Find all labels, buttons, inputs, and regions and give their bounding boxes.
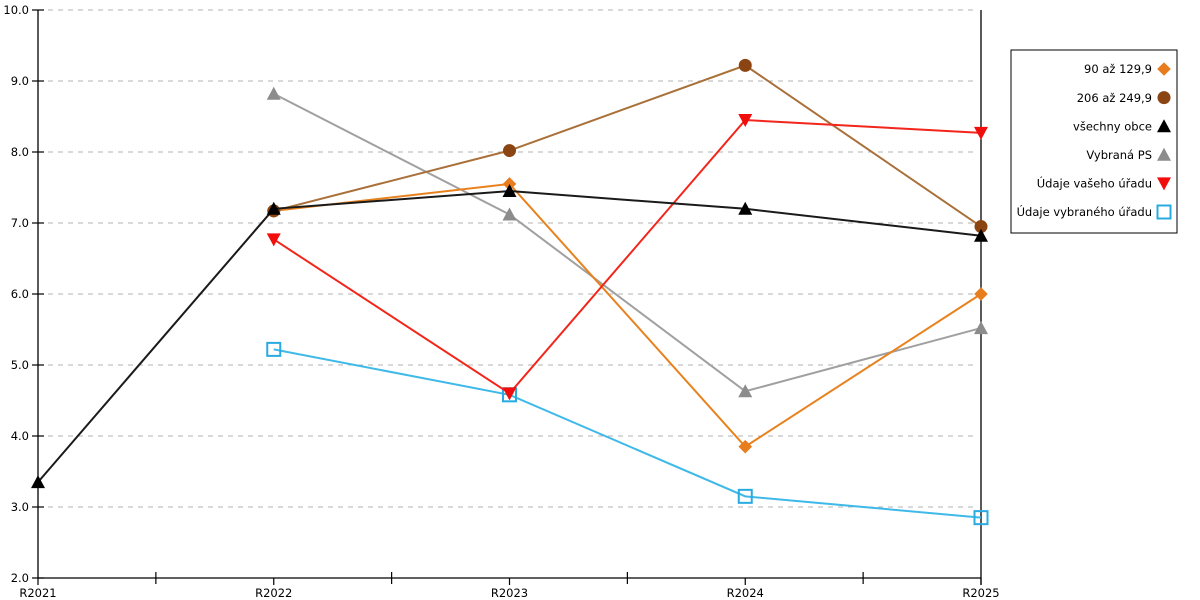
legend-item-daje-vybran-ho-adu: Údaje vybraného úřadu <box>1017 204 1172 220</box>
series-marker-90-a-129-9 <box>502 177 517 191</box>
legend-item-v-echny-obce: všechny obce <box>1073 119 1171 133</box>
series-marker-v-echny-obce <box>502 184 517 198</box>
series-marker-v-echny-obce <box>974 228 988 242</box>
series-marker-daje-va-eho-adu <box>266 233 281 247</box>
legend-marker-triangle-up <box>1157 119 1171 133</box>
legend-label: Vybraná PS <box>1086 148 1152 162</box>
series-marker-90-a-129-9 <box>738 439 753 454</box>
legend-label: 206 až 249,9 <box>1077 91 1152 105</box>
legend-label: všechny obce <box>1073 119 1152 133</box>
y-tick-label: 10.0 <box>3 3 29 17</box>
y-tick-label: 4.0 <box>11 429 29 443</box>
series-marker-v-echny-obce <box>738 201 753 215</box>
series-marker-daje-vybran-ho-adu <box>973 510 989 526</box>
series-marker-v-echny-obce <box>31 475 45 489</box>
series-marker-v-echny-obce <box>266 201 281 215</box>
legend-marker-triangle-up <box>1157 147 1171 161</box>
series-marker-vybran-ps <box>266 86 281 100</box>
legend-item-daje-va-eho-adu: Údaje vašeho úřadu <box>1037 176 1171 191</box>
y-tick-label: 7.0 <box>11 216 29 230</box>
series-line-206-a-249-9 <box>273 64 982 228</box>
series-marker-daje-vybran-ho-adu <box>737 488 753 504</box>
series-marker-vybran-ps <box>974 321 988 335</box>
series-line-daje-vybran-ho-adu <box>273 348 982 519</box>
legend-label: 90 až 129,9 <box>1084 62 1152 76</box>
series-marker-daje-va-eho-adu <box>974 126 988 140</box>
legend-item-206-a-249-9: 206 až 249,9 <box>1077 91 1171 105</box>
legend-marker-triangle-down <box>1157 177 1171 191</box>
y-tick-label: 9.0 <box>11 74 29 88</box>
series-line-vybran-ps <box>273 92 982 393</box>
legend-marker-diamond <box>1157 62 1171 76</box>
legend-marker-square-open <box>1156 204 1172 220</box>
legend-item-90-a-129-9: 90 až 129,9 <box>1084 62 1171 76</box>
series-marker-vybran-ps <box>738 384 753 398</box>
series-marker-vybran-ps <box>502 207 517 221</box>
legend-box <box>1010 49 1178 234</box>
legend-label: Údaje vašeho úřadu <box>1037 176 1152 191</box>
series-marker-daje-va-eho-adu <box>502 387 517 401</box>
series-line-v-echny-obce <box>37 190 982 483</box>
y-tick-label: 5.0 <box>11 358 29 372</box>
legend-label: Údaje vybraného úřadu <box>1017 204 1152 219</box>
x-tick-label: R2023 <box>491 586 528 600</box>
series-marker-daje-va-eho-adu <box>738 114 753 128</box>
series-marker-daje-vybran-ho-adu <box>266 341 282 357</box>
legend-item-vybran-ps: Vybraná PS <box>1086 147 1171 162</box>
series-line-90-a-129-9 <box>273 182 982 448</box>
series-marker-206-a-249-9 <box>974 220 988 234</box>
series-marker-90-a-129-9 <box>974 287 988 301</box>
x-tick-label: R2021 <box>19 586 56 600</box>
y-tick-label: 6.0 <box>11 287 29 301</box>
x-tick-label: R2024 <box>727 586 764 600</box>
series-marker-206-a-249-9 <box>738 58 752 72</box>
y-tick-label: 3.0 <box>11 500 29 514</box>
x-tick-label: R2025 <box>962 586 999 600</box>
series-line-daje-va-eho-adu <box>273 119 982 395</box>
x-tick-label: R2022 <box>255 586 292 600</box>
y-tick-label: 8.0 <box>11 145 29 159</box>
legend-marker-circle <box>1157 91 1171 105</box>
y-tick-label: 2.0 <box>11 571 29 585</box>
series-marker-206-a-249-9 <box>503 144 516 158</box>
